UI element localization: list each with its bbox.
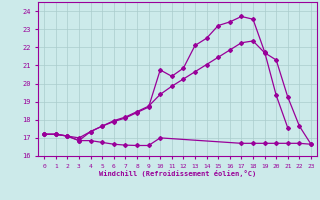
X-axis label: Windchill (Refroidissement éolien,°C): Windchill (Refroidissement éolien,°C) <box>99 170 256 177</box>
